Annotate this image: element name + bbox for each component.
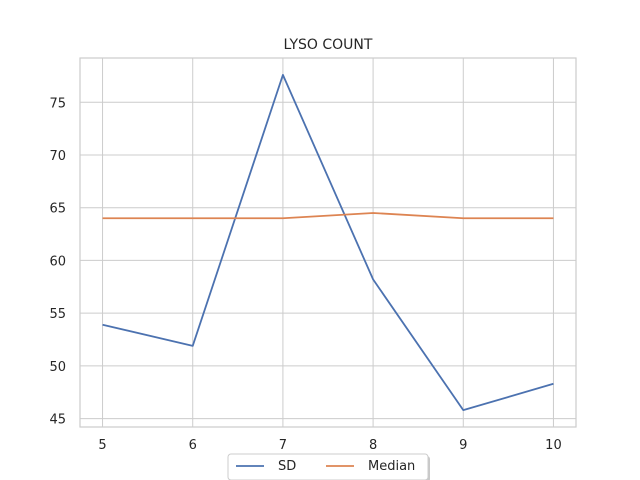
series-lines — [102, 73, 554, 412]
x-tick-label: 5 — [98, 438, 106, 453]
series-line-sd — [102, 73, 554, 412]
y-tick-label: 60 — [49, 254, 66, 269]
x-tick-label: 6 — [189, 438, 197, 453]
legend: SD Median — [227, 453, 430, 480]
x-tick-label: 8 — [369, 438, 377, 453]
chart-title: LYSO COUNT — [284, 37, 373, 53]
y-tick-label: 70 — [49, 149, 66, 164]
x-tick-label: 9 — [459, 438, 467, 453]
y-tick-label: 50 — [49, 360, 66, 375]
legend-box — [227, 453, 429, 480]
grid-lines — [80, 58, 576, 427]
series-line-median — [102, 212, 554, 220]
x-tick-label: 10 — [545, 438, 562, 453]
plot-area-frame — [79, 57, 577, 428]
y-axis-ticks: 45 50 55 60 65 70 75 — [49, 96, 66, 427]
x-tick-label: 7 — [279, 438, 287, 453]
y-tick-label: 55 — [49, 307, 66, 322]
y-tick-label: 45 — [49, 413, 66, 428]
x-axis-ticks: 5 6 7 8 9 10 — [98, 438, 561, 453]
legend-label-sd: SD — [278, 459, 296, 474]
y-tick-label: 75 — [49, 96, 66, 111]
y-tick-label: 65 — [49, 202, 66, 217]
legend-items: SD Median — [236, 459, 415, 474]
legend-label-median: Median — [368, 459, 415, 474]
